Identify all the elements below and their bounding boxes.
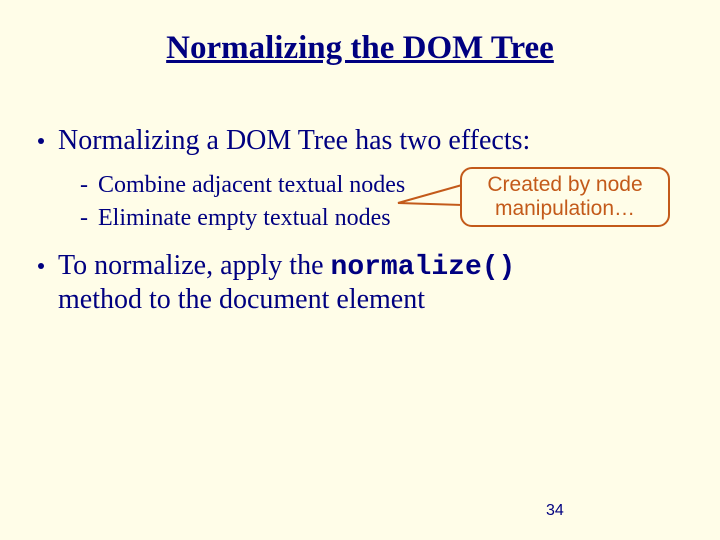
callout-tail-shape: [398, 185, 462, 205]
slide-title: Normalizing the DOM Tree: [0, 30, 720, 67]
bullet-normalize-line2-text: method to the document element: [58, 284, 425, 315]
subbullet-eliminate-text: Eliminate empty textual nodes: [98, 205, 391, 231]
bullet-normalize: To normalize, apply the normalize(): [38, 250, 515, 283]
bullet-effects-text: Normalizing a DOM Tree has two effects:: [58, 125, 530, 156]
bullet-dot-icon: [38, 263, 44, 269]
bullet-normalize-line2: method to the document element: [38, 284, 425, 316]
bullet-normalize-pre: To normalize, apply the: [58, 250, 331, 281]
bullet-dot-icon: [38, 138, 44, 144]
subbullet-combine: -Combine adjacent textual nodes: [80, 172, 405, 199]
subbullet-eliminate: -Eliminate empty textual nodes: [80, 205, 391, 232]
dash-icon: -: [80, 172, 88, 199]
callout-line1: Created by node: [470, 173, 660, 197]
dash-icon: -: [80, 205, 88, 232]
slide: Normalizing the DOM Tree Normalizing a D…: [0, 0, 720, 540]
page-number: 34: [546, 502, 564, 520]
bullet-effects: Normalizing a DOM Tree has two effects:: [38, 125, 530, 157]
callout-box: Created by node manipulation…: [460, 167, 670, 227]
subbullet-combine-text: Combine adjacent textual nodes: [98, 172, 405, 198]
callout-line2: manipulation…: [470, 197, 660, 221]
bullet-normalize-code: normalize(): [331, 252, 516, 283]
